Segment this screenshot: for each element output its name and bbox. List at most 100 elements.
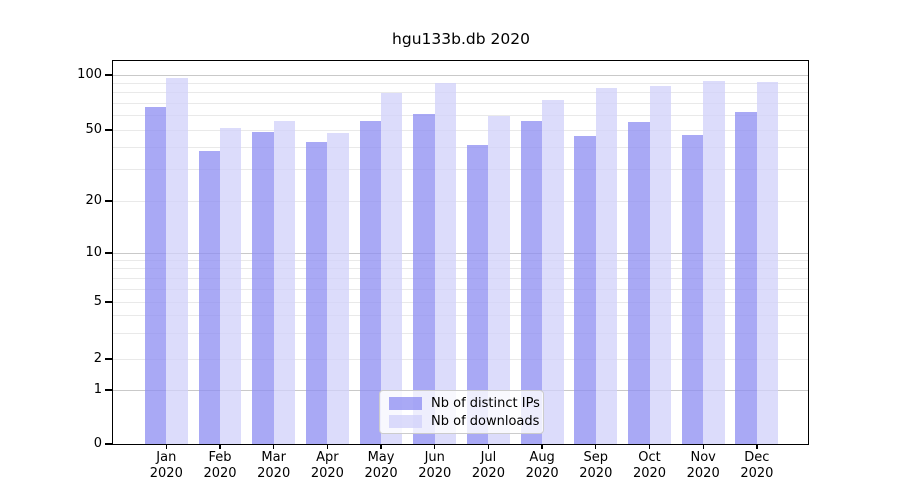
month-year: 2020 bbox=[364, 465, 398, 481]
bar-oct-downloads bbox=[649, 86, 671, 444]
gridline-minor bbox=[113, 358, 808, 360]
month-name: Dec bbox=[744, 450, 770, 465]
bar-dec-distinct-ips bbox=[735, 111, 757, 444]
x-axis-tick bbox=[541, 445, 543, 449]
x-axis-month-label: Apr 2020 bbox=[299, 450, 355, 481]
legend-item-downloads: Nb of downloads bbox=[389, 414, 543, 429]
bar-apr-downloads bbox=[327, 133, 349, 444]
y-axis-tick bbox=[105, 301, 112, 303]
x-axis-tick bbox=[165, 445, 167, 449]
y-axis-tick-label: 1 bbox=[93, 382, 102, 397]
month-name: Nov bbox=[690, 450, 716, 465]
x-axis-tick bbox=[595, 445, 597, 449]
x-axis-month-label: Dec 2020 bbox=[729, 450, 785, 481]
y-axis-tick bbox=[105, 200, 112, 202]
month-name: Jan bbox=[156, 450, 177, 465]
x-axis-tick bbox=[702, 445, 704, 449]
gridline-minor bbox=[113, 146, 808, 148]
month-year: 2020 bbox=[579, 465, 613, 481]
y-axis-tick-label: 50 bbox=[85, 122, 102, 137]
month-year: 2020 bbox=[418, 465, 452, 481]
y-axis-tick bbox=[105, 389, 112, 391]
bar-feb-downloads bbox=[219, 128, 242, 444]
y-axis-tick bbox=[105, 74, 112, 76]
bar-mar-downloads bbox=[273, 121, 296, 444]
x-axis-month-label: Feb 2020 bbox=[192, 450, 248, 481]
month-name: Jun bbox=[424, 450, 445, 465]
month-year: 2020 bbox=[686, 465, 720, 481]
legend-label-distinct-ips: Nb of distinct IPs bbox=[431, 395, 540, 411]
gridline-minor bbox=[113, 169, 808, 171]
gridline-minor bbox=[113, 102, 808, 104]
bar-dec-downloads bbox=[756, 81, 779, 444]
x-axis-tick bbox=[487, 445, 490, 449]
month-name: Jul bbox=[480, 450, 497, 465]
bar-jan-downloads bbox=[166, 78, 188, 444]
x-axis-tick bbox=[434, 445, 436, 449]
x-axis-month-label: Mar 2020 bbox=[246, 450, 302, 481]
gridline-minor bbox=[113, 315, 808, 317]
bar-jul-distinct-ips bbox=[467, 145, 489, 444]
bar-feb-distinct-ips bbox=[198, 151, 220, 444]
month-year: 2020 bbox=[149, 465, 183, 481]
bar-aug-distinct-ips bbox=[520, 121, 543, 444]
x-axis-tick bbox=[326, 445, 329, 449]
month-year: 2020 bbox=[471, 465, 505, 481]
x-axis-tick bbox=[648, 445, 651, 449]
x-axis-month-label: Oct 2020 bbox=[622, 450, 678, 481]
bar-aug-downloads bbox=[542, 99, 564, 444]
bar-nov-distinct-ips bbox=[681, 134, 704, 444]
y-axis-tick bbox=[105, 129, 112, 131]
bar-nov-downloads bbox=[703, 80, 725, 444]
gridline-minor bbox=[113, 115, 808, 117]
month-name: Sep bbox=[583, 450, 609, 465]
gridline-major bbox=[113, 74, 808, 76]
month-year: 2020 bbox=[203, 465, 237, 481]
month-year: 2020 bbox=[632, 465, 667, 481]
bar-jan-distinct-ips bbox=[144, 106, 167, 444]
gridline-minor bbox=[113, 92, 808, 94]
legend-swatch-downloads bbox=[389, 414, 422, 428]
x-axis-tick bbox=[380, 445, 382, 449]
legend: Nb of distinct IPs Nb of downloads bbox=[379, 390, 544, 434]
gridline-minor bbox=[113, 129, 808, 131]
gridline-major bbox=[113, 252, 808, 254]
month-year: 2020 bbox=[310, 465, 344, 481]
y-axis-tick-label: 20 bbox=[85, 193, 102, 208]
bar-jun-downloads bbox=[434, 83, 457, 444]
legend-swatch-distinct-ips bbox=[389, 396, 422, 410]
gridline-minor bbox=[113, 259, 808, 261]
gridline-minor bbox=[113, 288, 808, 290]
bar-jul-downloads bbox=[488, 115, 510, 444]
gridline-minor bbox=[113, 268, 808, 270]
bar-oct-distinct-ips bbox=[628, 122, 650, 444]
x-axis-month-label: May 2020 bbox=[353, 450, 409, 481]
gridline-minor bbox=[113, 301, 808, 303]
x-axis-tick bbox=[273, 445, 275, 449]
month-year: 2020 bbox=[257, 465, 291, 481]
gridline-minor bbox=[113, 200, 808, 202]
gridline-minor bbox=[113, 277, 808, 279]
month-name: Aug bbox=[529, 450, 555, 465]
month-name: Apr bbox=[316, 450, 339, 465]
month-name: Feb bbox=[208, 450, 232, 465]
y-axis-tick-label: 5 bbox=[93, 294, 102, 309]
gridline-minor bbox=[113, 82, 808, 84]
bar-jun-distinct-ips bbox=[413, 114, 435, 444]
chart-title: hgu133b.db 2020 bbox=[392, 30, 530, 48]
x-axis-tick bbox=[219, 445, 221, 449]
month-name: Mar bbox=[261, 450, 286, 465]
bar-sep-distinct-ips bbox=[574, 136, 596, 444]
y-axis-tick bbox=[105, 252, 112, 254]
legend-label-downloads: Nb of downloads bbox=[431, 413, 540, 429]
month-year: 2020 bbox=[525, 465, 559, 481]
x-axis-month-label: Aug 2020 bbox=[514, 450, 570, 481]
x-axis-month-label: Nov 2020 bbox=[675, 450, 731, 481]
gridline-minor bbox=[113, 333, 808, 335]
x-axis-month-label: Jan 2020 bbox=[138, 450, 194, 481]
bar-mar-distinct-ips bbox=[252, 131, 274, 444]
bar-may-downloads bbox=[381, 92, 403, 444]
y-axis-tick-label: 10 bbox=[85, 245, 102, 260]
y-axis-tick-label: 2 bbox=[93, 351, 102, 366]
